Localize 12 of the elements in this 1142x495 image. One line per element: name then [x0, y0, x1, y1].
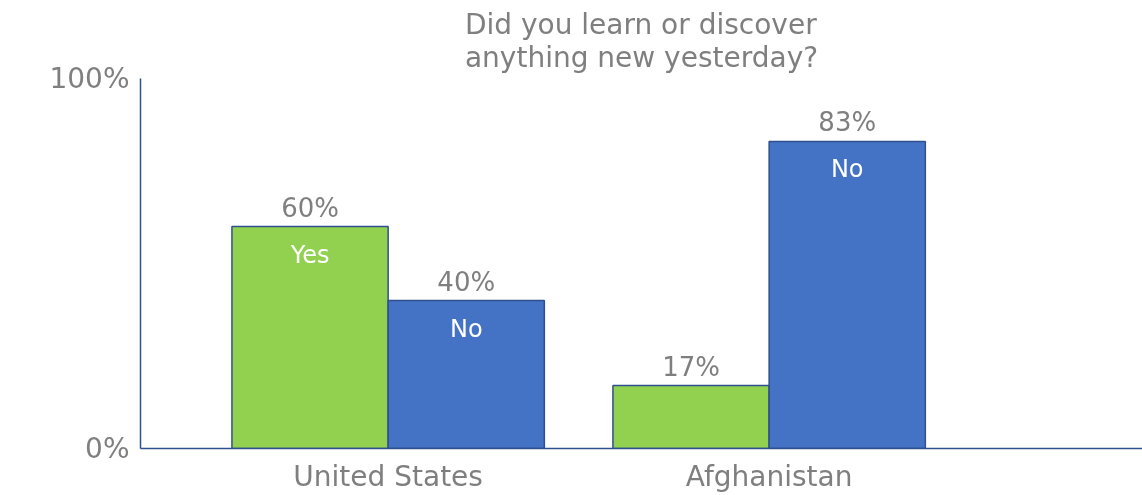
x-tick-label: United States: [293, 459, 483, 493]
data-label: 40%: [437, 266, 496, 297]
data-label: 83%: [818, 107, 877, 138]
series-label: Yes: [289, 240, 330, 269]
text: No: [830, 155, 864, 184]
chart-title: Did you learn or discover anything new yesterday?: [464, 7, 819, 74]
data-label: 60%: [281, 192, 339, 223]
x-tick-label: Afghanistan: [685, 459, 853, 493]
series-label: No: [449, 314, 483, 343]
y-tick-label: 100%: [49, 62, 130, 95]
y-tick-label: 0%: [85, 432, 130, 465]
data-label: 17%: [662, 351, 720, 382]
